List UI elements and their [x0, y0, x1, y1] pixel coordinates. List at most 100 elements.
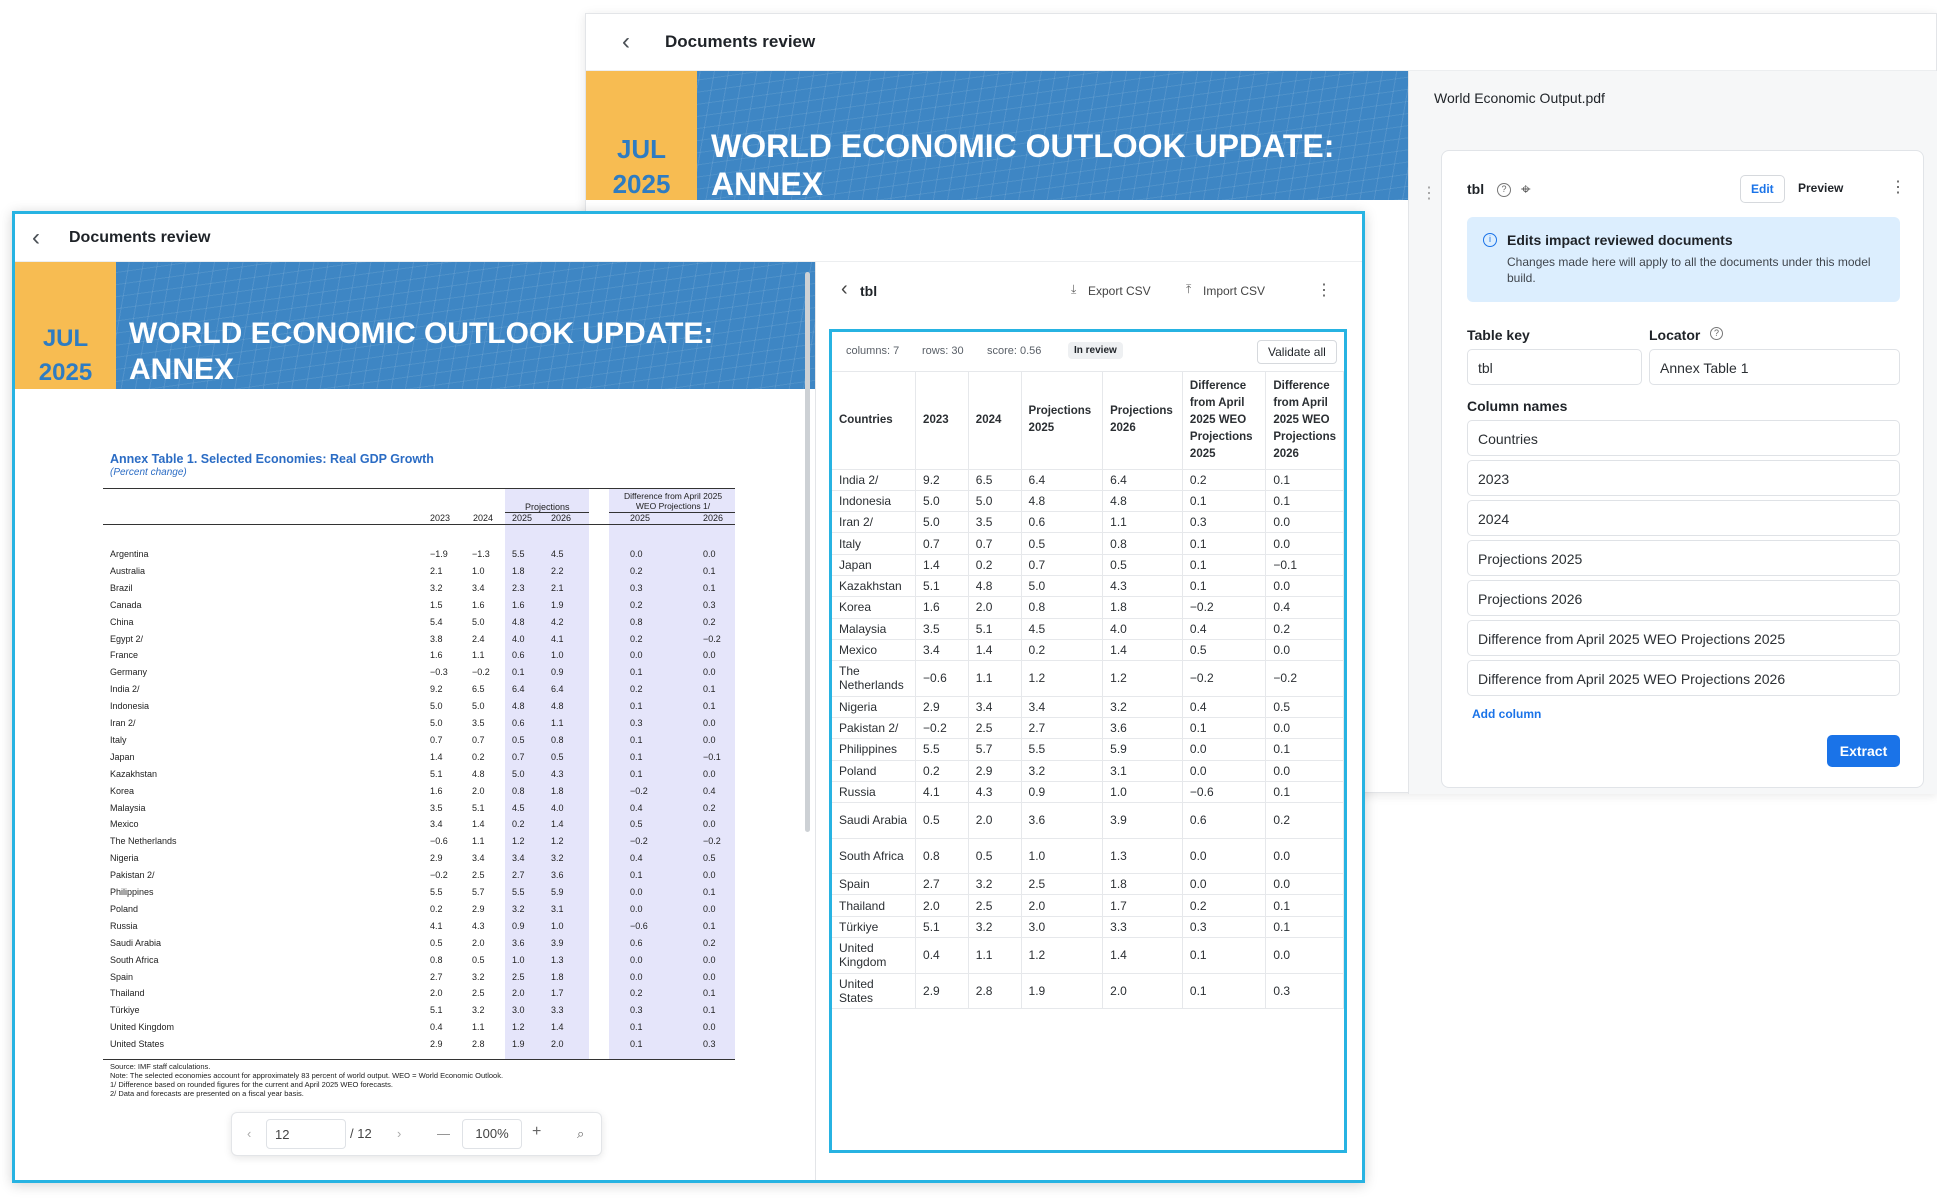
value-cell[interactable]: 0.1 — [1265, 469, 1344, 491]
value-cell[interactable]: 0.1 — [1182, 717, 1267, 740]
value-cell[interactable]: 0.2 — [1265, 802, 1344, 839]
zoom-out-icon[interactable]: — — [437, 1126, 450, 1141]
value-cell[interactable]: 2.9 — [915, 973, 969, 1010]
value-cell[interactable]: 1.8 — [1102, 873, 1183, 896]
value-cell[interactable]: 3.2 — [968, 916, 1022, 939]
value-cell[interactable]: 0.0 — [1265, 937, 1344, 974]
value-cell[interactable]: 4.8 — [1021, 490, 1104, 513]
value-cell[interactable]: 5.1 — [968, 618, 1022, 640]
value-cell[interactable]: 1.2 — [1021, 660, 1104, 697]
value-cell[interactable]: 2.0 — [1102, 973, 1183, 1010]
value-cell[interactable]: 0.8 — [1021, 596, 1104, 619]
table-row[interactable]: Mexico 3.4 1.4 0.2 1.4 0.5 0.0 — [832, 639, 1344, 662]
value-cell[interactable]: 0.5 — [1265, 696, 1344, 718]
value-cell[interactable]: 3.5 — [968, 511, 1022, 534]
table-row[interactable]: Spain 2.7 3.2 2.5 1.8 0.0 0.0 — [832, 873, 1344, 896]
country-cell[interactable]: Japan — [832, 554, 917, 576]
value-cell[interactable]: 2.0 — [968, 596, 1022, 619]
value-cell[interactable]: 0.8 — [1102, 532, 1183, 555]
value-cell[interactable]: −0.2 — [1265, 660, 1344, 697]
value-cell[interactable]: 0.1 — [1182, 973, 1267, 1010]
value-cell[interactable]: 1.7 — [1102, 894, 1183, 917]
help-icon[interactable]: ? — [1497, 183, 1511, 197]
col-header-countries[interactable]: Countries — [832, 372, 917, 470]
value-cell[interactable]: 4.3 — [1102, 575, 1183, 598]
value-cell[interactable]: 6.5 — [968, 469, 1022, 491]
value-cell[interactable]: 0.5 — [1102, 554, 1183, 576]
column-name-input[interactable]: 2024 — [1467, 500, 1900, 536]
value-cell[interactable]: 0.0 — [1265, 511, 1344, 534]
value-cell[interactable]: 3.1 — [1102, 760, 1183, 782]
value-cell[interactable]: 1.4 — [915, 554, 969, 576]
value-cell[interactable]: 3.0 — [1021, 916, 1104, 939]
value-cell[interactable]: 1.6 — [915, 596, 969, 619]
value-cell[interactable]: 0.0 — [1265, 760, 1344, 782]
table-row[interactable]: Thailand 2.0 2.5 2.0 1.7 0.2 0.1 — [832, 894, 1344, 917]
table-row[interactable]: Malaysia 3.5 5.1 4.5 4.0 0.4 0.2 — [832, 618, 1344, 640]
value-cell[interactable]: 3.4 — [968, 696, 1022, 718]
value-cell[interactable]: 0.5 — [915, 802, 969, 839]
value-cell[interactable]: 2.9 — [968, 760, 1022, 782]
value-cell[interactable]: 0.0 — [1265, 532, 1344, 555]
value-cell[interactable]: 0.1 — [1182, 532, 1267, 555]
extraction-more-icon[interactable]: ⋮ — [1316, 282, 1332, 299]
value-cell[interactable]: 0.3 — [1182, 916, 1267, 939]
extract-button[interactable]: Extract — [1827, 735, 1900, 767]
export-csv-button[interactable]: Export CSV — [1088, 284, 1151, 298]
country-cell[interactable]: Malaysia — [832, 618, 917, 640]
country-cell[interactable]: Saudi Arabia — [832, 802, 917, 839]
table-key-input[interactable]: tbl — [1467, 349, 1642, 385]
value-cell[interactable]: 0.0 — [1265, 575, 1344, 598]
value-cell[interactable]: 1.2 — [1021, 937, 1104, 974]
table-row[interactable]: Italy 0.7 0.7 0.5 0.8 0.1 0.0 — [832, 532, 1344, 555]
country-cell[interactable]: Philippines — [832, 738, 917, 761]
value-cell[interactable]: 0.2 — [1021, 639, 1104, 662]
value-cell[interactable]: 1.8 — [1102, 596, 1183, 619]
value-cell[interactable]: 0.2 — [1265, 618, 1344, 640]
zoom-in-icon[interactable]: + — [532, 1123, 542, 1140]
value-cell[interactable]: 1.9 — [1021, 973, 1104, 1010]
col-header-2023[interactable]: 2023 — [915, 372, 969, 470]
value-cell[interactable]: 5.0 — [1021, 575, 1104, 598]
value-cell[interactable]: 3.5 — [915, 618, 969, 640]
value-cell[interactable]: 0.1 — [1182, 937, 1267, 974]
value-cell[interactable]: 0.0 — [1265, 717, 1344, 740]
country-cell[interactable]: Korea — [832, 596, 917, 619]
value-cell[interactable]: 5.0 — [915, 490, 969, 513]
country-cell[interactable]: Poland — [832, 760, 917, 782]
column-name-input[interactable]: Projections 2026 — [1467, 580, 1900, 616]
country-cell[interactable]: United States — [832, 973, 917, 1010]
country-cell[interactable]: Thailand — [832, 894, 917, 917]
country-cell[interactable]: Pakistan 2/ — [832, 717, 917, 740]
value-cell[interactable]: 1.1 — [1102, 511, 1183, 534]
front-back-chevron-icon[interactable]: ‹ — [32, 223, 40, 251]
country-cell[interactable]: South Africa — [832, 838, 917, 875]
value-cell[interactable]: 0.1 — [1182, 554, 1267, 576]
value-cell[interactable]: 0.2 — [915, 760, 969, 782]
value-cell[interactable]: 0.0 — [1265, 639, 1344, 662]
value-cell[interactable]: 0.1 — [1265, 490, 1344, 513]
value-cell[interactable]: 0.1 — [1265, 894, 1344, 917]
value-cell[interactable]: 0.0 — [1182, 760, 1267, 782]
table-row[interactable]: Türkiye 5.1 3.2 3.0 3.3 0.3 0.1 — [832, 916, 1344, 939]
value-cell[interactable]: 0.7 — [1021, 554, 1104, 576]
value-cell[interactable]: 5.1 — [915, 916, 969, 939]
add-column-link[interactable]: Add column — [1472, 707, 1542, 721]
value-cell[interactable]: 9.2 — [915, 469, 969, 491]
table-row[interactable]: United Kingdom 0.4 1.1 1.2 1.4 0.1 0.0 — [832, 937, 1344, 974]
value-cell[interactable]: −0.2 — [1182, 660, 1267, 697]
table-row[interactable]: Poland 0.2 2.9 3.2 3.1 0.0 0.0 — [832, 760, 1344, 782]
value-cell[interactable]: 3.4 — [1021, 696, 1104, 718]
table-row[interactable]: Philippines 5.5 5.7 5.5 5.9 0.0 0.1 — [832, 738, 1344, 761]
col-header-diff-2026[interactable]: Difference from April 2025 WEO Projectio… — [1265, 372, 1344, 470]
value-cell[interactable]: −0.2 — [915, 717, 969, 740]
value-cell[interactable]: 1.4 — [1102, 639, 1183, 662]
value-cell[interactable]: 5.7 — [968, 738, 1022, 761]
value-cell[interactable]: 0.0 — [1182, 838, 1267, 875]
search-icon[interactable]: ⌕ — [577, 1126, 585, 1141]
value-cell[interactable]: −0.1 — [1265, 554, 1344, 576]
col-header-2024[interactable]: 2024 — [968, 372, 1022, 470]
value-cell[interactable]: 0.1 — [1265, 738, 1344, 761]
table-row[interactable]: India 2/9.2 6.5 6.4 6.4 0.2 0.1 — [832, 469, 1344, 491]
value-cell[interactable]: 0.0 — [1265, 873, 1344, 896]
